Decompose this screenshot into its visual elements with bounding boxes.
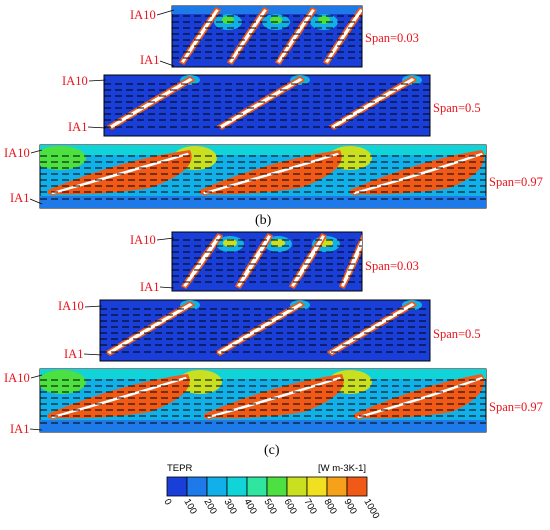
panel-span-05-a: IA10 IA1 Span=0.5: [62, 74, 481, 137]
panel-span-003-b: IA10 IA1 Span=0.03: [130, 231, 419, 294]
label-ia1: IA1: [140, 53, 159, 67]
colorbar-tick-label: 0: [161, 497, 173, 507]
span-label: Span=0.97: [489, 175, 543, 189]
panel-span-003-a: IA10 IA1 Span=0.03: [130, 5, 419, 68]
span-label: Span=0.5: [433, 327, 481, 341]
colorbar: TEPR [W m-3K-1] 0 100 200 300 400 500 600 700 80…: [161, 463, 381, 521]
label-ia10: IA10: [58, 299, 84, 313]
colorbar-tick-label: 300: [221, 497, 238, 516]
span-label: Span=0.5: [433, 101, 481, 115]
colorbar-cell: [246, 476, 268, 497]
colorbar-tick-label: 200: [201, 497, 218, 516]
panel-span-05-b: IA10 IA1 Span=0.5: [58, 299, 481, 362]
label-ia10: IA10: [4, 371, 30, 385]
span-label: Span=0.03: [365, 31, 419, 45]
label-ia1: IA1: [10, 422, 29, 436]
colorbar-cell: [346, 476, 368, 497]
span-label: Span=0.97: [489, 400, 543, 414]
panel-span-097-b: IA10 IA1 Span=0.97: [4, 368, 543, 436]
colorbar-title: TEPR: [167, 463, 192, 474]
colorbar-cell: [186, 476, 208, 497]
label-ia1: IA1: [10, 191, 29, 205]
colorbar-cell: [226, 476, 248, 497]
colorbar-tick-label: 700: [301, 497, 318, 516]
colorbar-cell: [206, 476, 228, 497]
colorbar-tick-label: 1000: [361, 497, 381, 521]
label-ia10: IA10: [130, 233, 156, 247]
caption-b: (b): [255, 213, 272, 228]
caption-c: (c): [264, 443, 280, 458]
colorbar-cell: [166, 476, 188, 497]
span-label: Span=0.03: [365, 259, 419, 273]
colorbar-tick-label: 500: [261, 497, 278, 516]
label-ia10: IA10: [130, 8, 156, 22]
colorbar-tick-label: 800: [321, 497, 338, 516]
colorbar-unit: [W m-3K-1]: [318, 463, 366, 474]
label-ia1: IA1: [68, 120, 87, 134]
colorbar-cell: [266, 476, 288, 497]
colorbar-cell: [286, 476, 308, 497]
colorbar-cell: [326, 476, 348, 497]
label-ia10: IA10: [62, 74, 88, 88]
colorbar-tick-label: 600: [281, 497, 298, 516]
colorbar-cells: [166, 476, 368, 497]
label-ia10: IA10: [4, 146, 30, 160]
colorbar-tick-label: 100: [181, 497, 198, 516]
colorbar-ticks: 0 100 200 300 400 500 600 700 800 900 1000: [161, 497, 381, 521]
colorbar-cell: [306, 476, 328, 497]
colorbar-tick-label: 400: [241, 497, 258, 516]
colorbar-tick-label: 900: [341, 497, 358, 516]
label-ia1: IA1: [140, 280, 159, 294]
label-ia1: IA1: [64, 347, 83, 361]
panel-span-097-a: IA10 IA1 Span=0.97: [4, 144, 543, 209]
